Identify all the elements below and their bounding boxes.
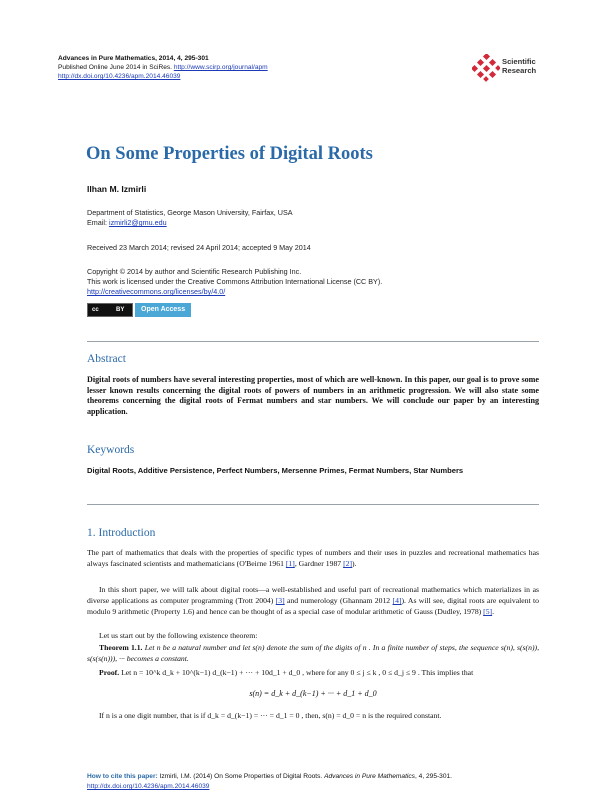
copyright-line-1: Copyright © 2014 by author and Scientifi…: [87, 267, 302, 276]
received-dates: Received 23 March 2014; revised 24 April…: [87, 243, 311, 252]
intro-paragraph-4: If n is a one digit number, that is if d…: [99, 711, 442, 720]
journal-header: Advances in Pure Mathematics, 2014, 4, 2…: [58, 54, 268, 81]
intro-paragraph-2: In this short paper, we will talk about …: [87, 585, 539, 617]
theorem-1-1: Theorem 1.1. Let n be a natural number a…: [87, 643, 539, 665]
intro-p2-text-3: ). As will see, digital roots are equiva…: [87, 595, 540, 616]
email-label: Email:: [87, 218, 109, 227]
affiliation-block: Department of Statistics, George Mason U…: [87, 208, 293, 228]
theorem-label: Theorem 1.1.: [99, 643, 143, 652]
cite-journal: Advances in Pure Mathematics: [324, 773, 415, 780]
affiliation: Department of Statistics, George Mason U…: [87, 208, 293, 217]
license-link[interactable]: http://creativecommons.org/licenses/by/4…: [87, 287, 226, 296]
cc-by-badge[interactable]: cc BY: [87, 303, 133, 317]
divider-top: [87, 341, 539, 342]
published-line: Published Online June 2014 in SciRes.: [58, 64, 174, 71]
theorem-text: Let n be a natural number and let s(n) d…: [87, 643, 539, 663]
cite-text: Izmirli, I.M. (2014) On Some Properties …: [159, 773, 325, 780]
equation-digit-sum: s(n) = d_k + d_(k−1) + ··· + d_1 + d_0: [249, 689, 377, 698]
open-access-badge[interactable]: Open Access: [135, 303, 192, 317]
copyright-block: Copyright © 2014 by author and Scientifi…: [87, 267, 382, 297]
intro-p1-text-3: ).: [352, 558, 357, 568]
journal-link[interactable]: http://www.scirp.org/journal/apm: [173, 64, 268, 71]
ref-1-link[interactable]: [1]: [285, 558, 295, 568]
article-title: On Some Properties of Digital Roots: [86, 144, 373, 164]
journal-name: Advances in Pure Mathematics: [58, 55, 156, 62]
intro-p2-text-2: and numerology (Ghannam 2012: [284, 595, 393, 605]
proof-paragraph: Proof. Let n = 10^k d_k + 10^(k−1) d_(k−…: [87, 668, 539, 679]
section-heading-introduction: 1. Introduction: [87, 527, 156, 539]
cc-by-text: BY: [116, 307, 125, 313]
logo-icon: [472, 54, 500, 82]
intro-p2-text-4: .: [492, 606, 495, 616]
intro-paragraph-3: Let us start out by the following existe…: [99, 631, 258, 640]
ref-5-link[interactable]: [5]: [483, 606, 493, 616]
divider-bottom: [87, 504, 539, 505]
keywords-text: Digital Roots, Additive Persistence, Per…: [87, 466, 464, 475]
author-name: Ilhan M. Izmirli: [87, 184, 147, 194]
cite-label: How to cite this paper:: [87, 773, 160, 780]
logo-text-2: Research: [502, 66, 537, 75]
intro-p1-text-2: , Gardner 1987: [294, 558, 344, 568]
email-link[interactable]: izmirli2@gmu.edu: [108, 218, 167, 227]
cc-badge-text: cc: [92, 307, 99, 313]
intro-p2-text: In this short paper, we will talk about …: [87, 585, 539, 605]
keywords-heading: Keywords: [87, 444, 135, 456]
license-badges: cc BY Open Access: [87, 303, 192, 317]
ref-4-link[interactable]: [4]: [392, 595, 402, 605]
proof-label: Proof.: [99, 668, 120, 677]
intro-p1-text: The part of mathematics that deals with …: [87, 548, 539, 568]
abstract-text: Digital roots of numbers have several in…: [87, 375, 539, 416]
proof-text: Let n = 10^k d_k + 10^(k−1) d_(k−1) + ··…: [119, 668, 474, 677]
logo-text-1: Scientific: [502, 57, 536, 66]
ref-3-link[interactable]: [3]: [275, 595, 285, 605]
intro-paragraph-1: The part of mathematics that deals with …: [87, 548, 539, 570]
abstract-heading: Abstract: [87, 353, 126, 365]
cite-tail: , 4, 295-301.: [414, 773, 453, 780]
ref-2-link[interactable]: [2]: [343, 558, 353, 568]
scientific-research-logo: Scientific Research: [472, 52, 552, 86]
copyright-line-2: This work is licensed under the Creative…: [87, 277, 383, 286]
doi-link[interactable]: http://dx.doi.org/10.4236/apm.2014.46039: [58, 73, 181, 80]
journal-ref: , 2014, 4, 295-301: [155, 55, 209, 62]
footer-doi-link[interactable]: http://dx.doi.org/10.4236/apm.2014.46039: [87, 783, 210, 790]
citation-footer: How to cite this paper: Izmirli, I.M. (2…: [87, 772, 452, 792]
